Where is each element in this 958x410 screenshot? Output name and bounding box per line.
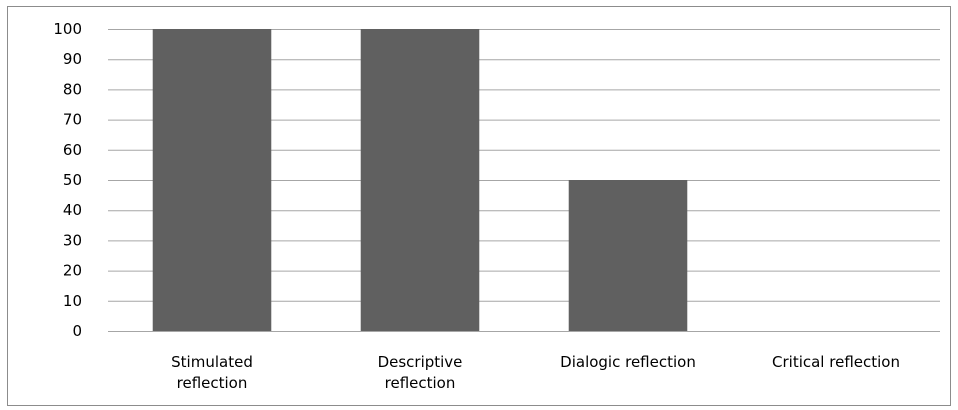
x-axis-labels: Stimulated reflection Descriptive reflectio…	[171, 353, 900, 392]
y-tick-label: 20	[63, 262, 82, 280]
y-tick-label: 10	[63, 292, 82, 310]
y-tick-label: 60	[63, 141, 82, 159]
x-category-label: Descriptive reflection	[378, 353, 463, 392]
y-tick-label: 70	[63, 111, 82, 129]
x-category-label: Dialogic reflection	[560, 353, 696, 371]
y-tick-label: 50	[63, 171, 82, 189]
y-tick-label: 30	[63, 231, 82, 249]
y-tick-label: 100	[53, 20, 82, 38]
bar-1	[360, 29, 480, 331]
y-axis-ticks: 0 10 20 30 40 50 60 70 80 90 100	[53, 20, 82, 340]
x-category-label: Critical reflection	[772, 353, 900, 371]
bars	[152, 29, 688, 331]
bar-chart: 0 10 20 30 40 50 60 70 80 90 100 Stimulated reflect…	[53, 20, 940, 392]
chart-frame: 0 10 20 30 40 50 60 70 80 90 100 Stimulated reflect…	[7, 6, 951, 406]
bar-2	[568, 180, 688, 331]
y-tick-label: 90	[63, 50, 82, 68]
bar-0	[152, 29, 272, 331]
x-category-label: Stimulated reflection	[171, 353, 253, 392]
y-tick-label: 80	[63, 80, 82, 98]
y-tick-label: 0	[72, 322, 82, 340]
y-tick-label: 40	[63, 201, 82, 219]
